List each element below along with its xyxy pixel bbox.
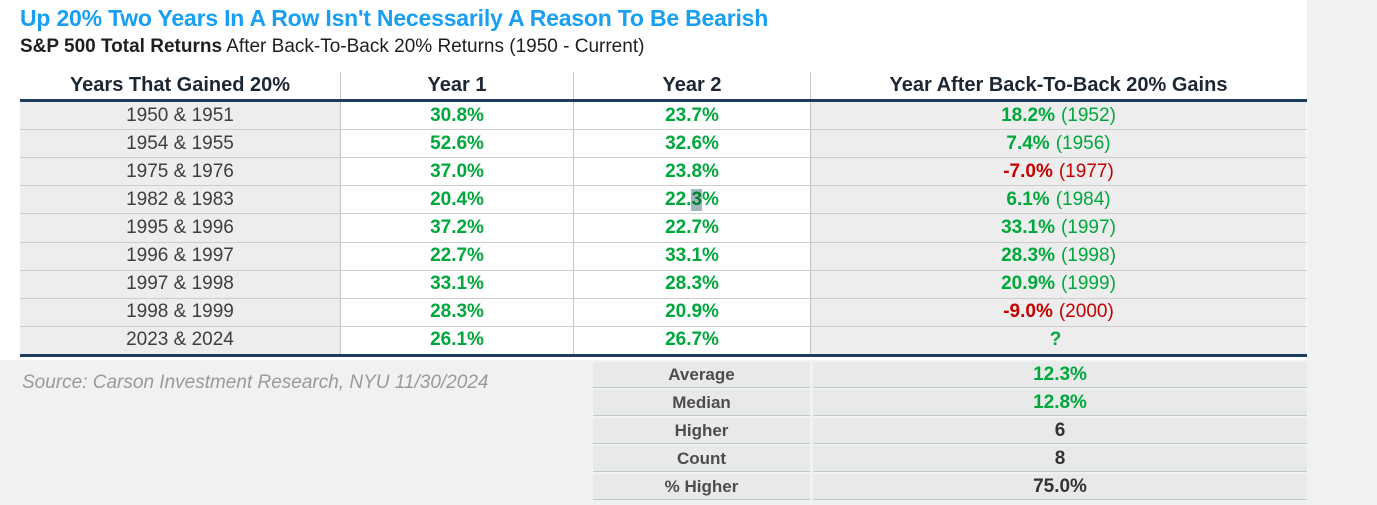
cell-years: 1997 & 1998 [20, 270, 340, 298]
summary-label: Higher [593, 418, 810, 444]
summary-row: Median 12.8% [593, 390, 1307, 416]
page-title: Up 20% Two Years In A Row Isn't Necessar… [20, 5, 769, 31]
cell-after: 33.1% (1997) [810, 214, 1306, 242]
column-header-year2: Year 2 [573, 72, 810, 99]
table-body: 1950 & 1951 30.8% 23.7% 18.2% (1952) 1954… [20, 102, 1307, 357]
summary-label: Average [593, 362, 810, 388]
after-year: (1977) [1058, 160, 1114, 182]
column-header-after: Year After Back-To-Back 20% Gains [810, 72, 1306, 99]
after-value: 33.1% [1001, 216, 1055, 238]
table-row: 1996 & 1997 22.7% 33.1% 28.3% (1998) [20, 241, 1307, 270]
cell-year2: 20.9% [573, 298, 810, 326]
cell-year1: 20.4% [340, 186, 573, 214]
summary-row: Average 12.3% [593, 362, 1307, 388]
source-note: Source: Carson Investment Research, NYU … [22, 372, 489, 393]
cell-years: 1954 & 1955 [20, 130, 340, 158]
cell-years: 1982 & 1983 [20, 186, 340, 214]
after-year: (1998) [1060, 245, 1116, 267]
table-row: 1997 & 1998 33.1% 28.3% 20.9% (1999) [20, 269, 1307, 298]
subtitle-rest: After Back-To-Back 20% Returns (1950 - C… [222, 36, 645, 57]
after-value: 20.9% [1001, 273, 1055, 295]
table-row: 1975 & 1976 37.0% 23.8% -7.0% (1977) [20, 157, 1307, 186]
cell-years: 1998 & 1999 [20, 298, 340, 326]
table-row: 2023 & 2024 26.1% 26.7% ? [20, 325, 1307, 354]
cell-year2: 23.8% [573, 158, 810, 186]
returns-table: Years That Gained 20% Year 1 Year 2 Year… [20, 72, 1307, 357]
after-year: (1956) [1055, 132, 1111, 154]
after-year: (1999) [1060, 273, 1116, 295]
table-row: 1950 & 1951 30.8% 23.7% 18.2% (1952) [20, 102, 1307, 130]
column-header-years: Years That Gained 20% [69, 74, 291, 96]
cell-year2: 22.7% [573, 214, 810, 242]
chart-card: Up 20% Two Years In A Row Isn't Necessar… [0, 0, 1307, 360]
summary-table: Average 12.3% Median 12.8% Higher 6 Coun… [593, 362, 1307, 500]
cell-after: 18.2% (1952) [810, 102, 1306, 130]
cell-years: 1996 & 1997 [20, 242, 340, 270]
after-value: 7.4% [1006, 132, 1050, 154]
cell-years: 1995 & 1996 [20, 214, 340, 242]
cell-years: 1975 & 1976 [20, 158, 340, 186]
summary-value: 6 [813, 418, 1307, 444]
after-year: (1997) [1060, 216, 1116, 238]
table-header-row: Years That Gained 20% Year 1 Year 2 Year… [20, 72, 1307, 102]
after-year: (2000) [1058, 301, 1114, 323]
after-value: 6.1% [1006, 188, 1050, 210]
cell-years: 2023 & 2024 [20, 326, 340, 354]
cell-year2: 28.3% [573, 270, 810, 298]
cell-after: 7.4% (1956) [810, 130, 1306, 158]
summary-value: 12.3% [813, 362, 1307, 388]
cell-after: -9.0% (2000) [810, 298, 1306, 326]
cell-year1: 37.2% [340, 214, 573, 242]
cell-years: 1950 & 1951 [20, 102, 340, 130]
cell-year2: 32.6% [573, 130, 810, 158]
cell-after: -7.0% (1977) [810, 158, 1306, 186]
summary-label: Median [593, 390, 810, 416]
subtitle-bold: S&P 500 Total Returns [20, 36, 223, 57]
table-row: 1982 & 1983 20.4% 22. 3% 6.1% (1984) [20, 185, 1307, 214]
after-value: 18.2% [1001, 104, 1055, 126]
summary-value: 12.8% [813, 390, 1307, 416]
summary-row: Count 8 [593, 446, 1307, 472]
cell-year2: 33.1% [573, 242, 810, 270]
cell-year2: 23.7% [573, 102, 810, 130]
cell-year1: 37.0% [340, 158, 573, 186]
table-row: 1954 & 1955 52.6% 32.6% 7.4% (1956) [20, 129, 1307, 158]
after-year: (1984) [1055, 188, 1111, 210]
after-value: 28.3% [1001, 245, 1055, 267]
cell-year1: 28.3% [340, 298, 573, 326]
cell-after: 28.3% (1998) [810, 242, 1306, 270]
summary-row: % Higher 75.0% [593, 474, 1307, 500]
after-value: -9.0% [1003, 301, 1053, 323]
table-row: 1995 & 1996 37.2% 22.7% 33.1% (1997) [20, 213, 1307, 242]
selected-character: 3 [691, 188, 703, 211]
page-subtitle: S&P 500 Total Returns After Back-To-Back… [20, 36, 644, 58]
after-year: (1952) [1060, 104, 1116, 126]
cell-year1: 30.8% [340, 102, 573, 130]
summary-row: Higher 6 [593, 418, 1307, 444]
cell-year1: 52.6% [340, 130, 573, 158]
column-header-year1: Year 1 [340, 72, 573, 99]
cell-after: 6.1% (1984) [810, 186, 1306, 214]
table-row: 1998 & 1999 28.3% 20.9% -9.0% (2000) [20, 297, 1307, 326]
year2-post: % [702, 188, 719, 210]
summary-value: 75.0% [813, 474, 1307, 500]
summary-label: Count [593, 446, 810, 472]
cell-year2: 26.7% [573, 326, 810, 354]
year2-pre: 22. [665, 188, 692, 210]
cell-year2: 22. 3% [573, 186, 810, 214]
after-value: ? [1049, 329, 1062, 351]
cell-after: 20.9% (1999) [810, 270, 1306, 298]
summary-label: % Higher [593, 474, 810, 500]
summary-value: 8 [813, 446, 1307, 472]
cell-year1: 33.1% [340, 270, 573, 298]
cell-after: ? [810, 326, 1306, 354]
cell-year1: 22.7% [340, 242, 573, 270]
cell-year1: 26.1% [340, 326, 573, 354]
after-value: -7.0% [1003, 160, 1053, 182]
